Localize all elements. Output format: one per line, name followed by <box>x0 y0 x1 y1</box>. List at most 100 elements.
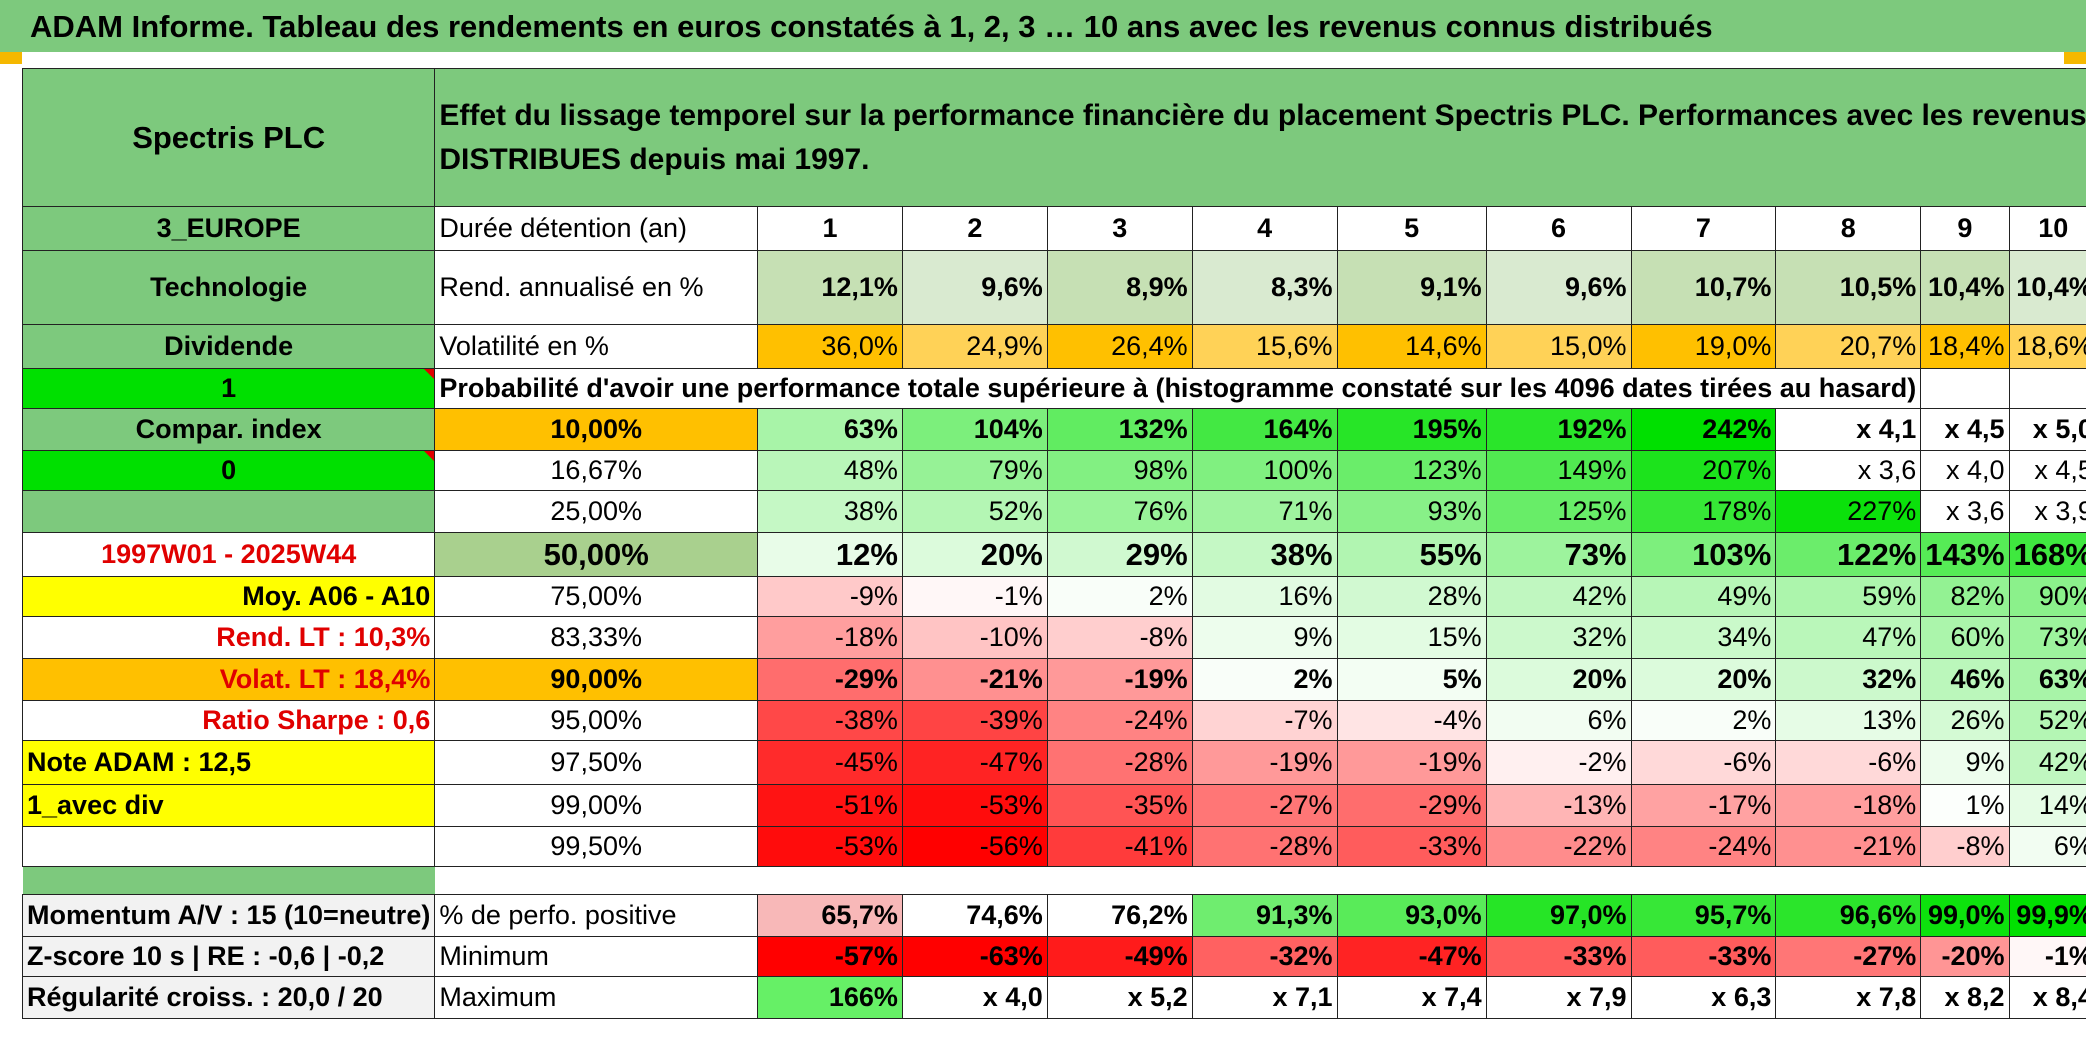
volat-value: 19,0% <box>1630 324 1777 369</box>
proba-value: 90% <box>2008 576 2086 617</box>
proba-value: 125% <box>1485 490 1632 533</box>
proba-value: -18% <box>1775 784 1922 827</box>
note-adam-label: Note ADAM : 12,5 <box>21 740 436 785</box>
rend-row: Technologie Rend. annualisé en % 12,1% 9,6%… <box>21 250 2086 325</box>
proba-value: -1% <box>901 576 1048 617</box>
proba-value: -53% <box>757 826 903 867</box>
gap-cell <box>757 866 903 895</box>
proba-value: 82% <box>1920 576 2010 617</box>
proba-value: x 3,9 <box>2008 490 2086 533</box>
proba-value: 63% <box>757 408 903 451</box>
proba-label: Probabilité d'avoir une performance tota… <box>434 368 1922 409</box>
gap-cell <box>902 866 1048 895</box>
proba-value: 104% <box>901 408 1048 451</box>
gap-cell <box>2009 866 2086 895</box>
proba-value: 2% <box>1191 658 1338 701</box>
proba-value: 143% <box>1920 532 2010 577</box>
volat-value: 26,4% <box>1046 324 1193 369</box>
max-value: x 8,4 <box>2008 976 2086 1019</box>
proba-value: 5% <box>1336 658 1487 701</box>
pos-value: 65,7% <box>757 894 903 937</box>
min-value: -47% <box>1336 936 1487 977</box>
proba-value: -24% <box>1630 826 1777 867</box>
proba-value: -28% <box>1191 826 1338 867</box>
proba-value: 47% <box>1775 616 1922 659</box>
volat-row: Dividende Volatilité en % 36,0% 24,9% 26,4% 1… <box>21 324 2086 369</box>
year-header: 3 <box>1046 206 1193 251</box>
gap-cell <box>1920 866 2010 895</box>
proba-value: 38% <box>757 490 903 533</box>
proba-value: 2% <box>1046 576 1193 617</box>
proba-value: x 4,0 <box>1920 450 2010 491</box>
sharpe-label: Ratio Sharpe : 0,6 <box>21 700 436 741</box>
rend-value: 10,4% <box>2008 250 2086 325</box>
proba-value: 98% <box>1046 450 1193 491</box>
regularite-label: Régularité croiss. : 20,0 / 20 <box>21 976 436 1019</box>
volat-label: Volatilité en % <box>434 324 759 369</box>
proba-value: -45% <box>757 740 903 785</box>
minimum-row: Z-score 10 s | RE : -0,6 | -0,2 Minimum -5… <box>21 936 2086 977</box>
max-label: Maximum <box>434 976 759 1019</box>
threshold-cell: 75,00% <box>434 576 759 617</box>
proba-value: -29% <box>757 658 903 701</box>
proba-value: 38% <box>1191 532 1338 577</box>
proba-value: 76% <box>1046 490 1193 533</box>
blank-label <box>21 490 436 533</box>
pos-value: 93,0% <box>1336 894 1487 937</box>
proba-value: -2% <box>1485 740 1632 785</box>
company-name: Spectris PLC <box>21 68 436 207</box>
page-title: ADAM Informe. Tableau des rendements en … <box>0 0 2086 52</box>
proba-value: -28% <box>1046 740 1193 785</box>
proba-value: 48% <box>757 450 903 491</box>
proba-value: -41% <box>1046 826 1193 867</box>
header-row: Spectris PLC Effet du lissage temporel su… <box>21 68 2086 207</box>
proba-value: -35% <box>1046 784 1193 827</box>
proba-value: 12% <box>757 532 903 577</box>
max-value: x 7,4 <box>1336 976 1487 1019</box>
proba-row: 0 16,67% 48% 79% 98% 100% 123% 149% 207% x 3,6 x 4… <box>21 450 2086 491</box>
table-description: Effet du lissage temporel sur la perform… <box>434 68 2086 207</box>
proba-value: 20% <box>1630 658 1777 701</box>
min-value: -32% <box>1191 936 1338 977</box>
proba-value: 29% <box>1046 532 1193 577</box>
proba-value: -27% <box>1191 784 1338 827</box>
proba-value: 73% <box>1485 532 1632 577</box>
proba-row: Rend. LT : 10,3% 83,33% -18% -10% -8% 9% 15% 32… <box>21 616 2086 659</box>
gap-cell <box>1486 866 1631 895</box>
rend-value: 9,1% <box>1336 250 1487 325</box>
gap-cell <box>1192 866 1338 895</box>
min-value: -27% <box>1775 936 1922 977</box>
maximum-row: Régularité croiss. : 20,0 / 20 Maximum 166… <box>21 976 2086 1019</box>
volat-value: 36,0% <box>757 324 903 369</box>
proba-value: -33% <box>1336 826 1487 867</box>
proba-value: 9% <box>1920 740 2010 785</box>
proba-value: 1% <box>1920 784 2010 827</box>
proba-value: 103% <box>1630 532 1777 577</box>
proba-row: Ratio Sharpe : 0,6 95,00% -38% -39% -24% -7% -… <box>21 700 2086 741</box>
proba-value: x 4,1 <box>1775 408 1922 451</box>
year-header: 10 <box>2008 206 2086 251</box>
proba-value: -38% <box>757 700 903 741</box>
proba-value: 164% <box>1191 408 1338 451</box>
proba-value: -7% <box>1191 700 1338 741</box>
year-header: 2 <box>901 206 1048 251</box>
proba-row: 1997W01 - 2025W44 50,00% 12% 20% 29% 38% 55% 73… <box>21 532 2086 577</box>
proba-value: 60% <box>1920 616 2010 659</box>
proba-value: 32% <box>1775 658 1922 701</box>
min-value: -57% <box>757 936 903 977</box>
proba-row: Compar. index 10,00% 63% 104% 132% 164% 195% 19… <box>21 408 2086 451</box>
pos-label: % de perfo. positive <box>434 894 759 937</box>
proba-value: -9% <box>757 576 903 617</box>
year-header: 4 <box>1191 206 1338 251</box>
proba-value: 14% <box>2008 784 2086 827</box>
proba-value: 207% <box>1630 450 1777 491</box>
proba-value: 15% <box>1336 616 1487 659</box>
proba-value: 100% <box>1191 450 1338 491</box>
duree-label: Durée détention (an) <box>434 206 759 251</box>
threshold-cell: 99,50% <box>434 826 759 867</box>
volat-value: 15,6% <box>1191 324 1338 369</box>
proba-value: -8% <box>1046 616 1193 659</box>
proba-value: 6% <box>1485 700 1632 741</box>
proba-value: 52% <box>2008 700 2086 741</box>
proba-value: -19% <box>1336 740 1487 785</box>
